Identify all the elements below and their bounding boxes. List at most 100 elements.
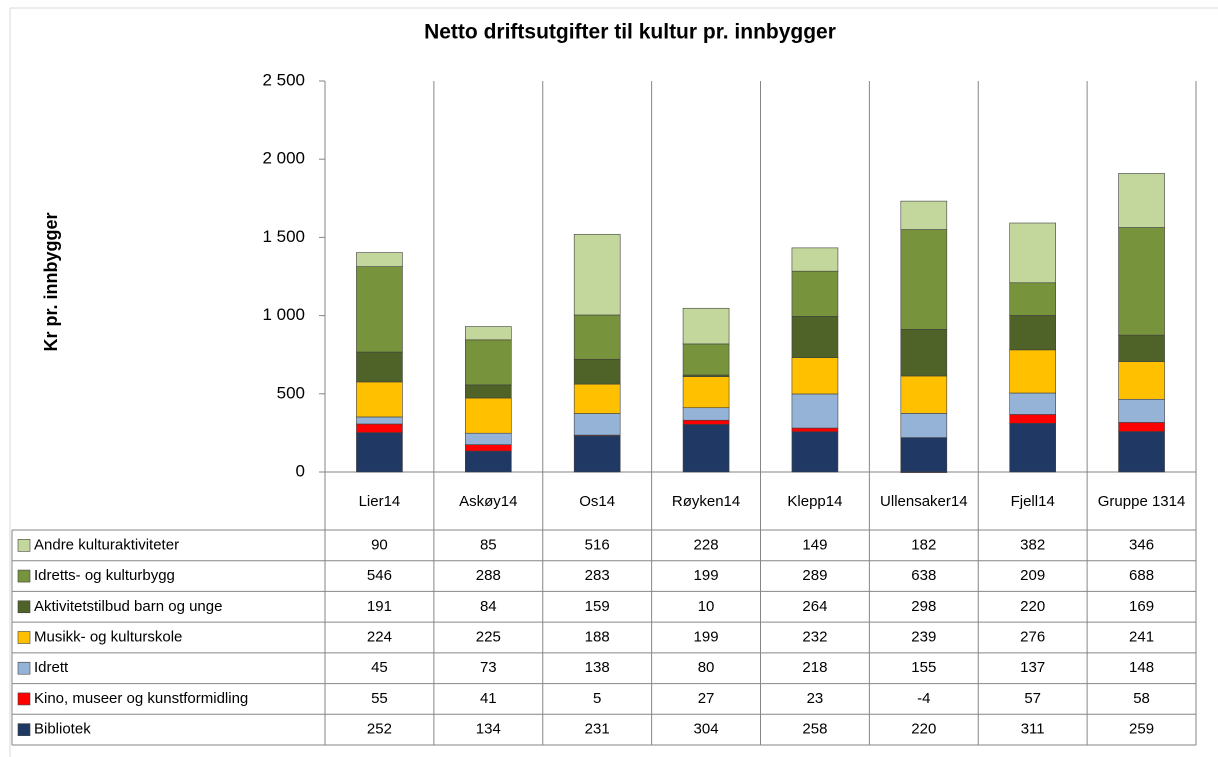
bar-segment: [1009, 282, 1056, 316]
table-value: 149: [802, 536, 827, 553]
table-value: 289: [802, 567, 827, 584]
table-value: 199: [694, 628, 719, 645]
bar-segment: [573, 358, 621, 385]
bar-segment: [465, 384, 512, 399]
table-value: 169: [1129, 598, 1154, 615]
bar-segment: [900, 329, 948, 377]
y-tick-label: 2 500: [262, 70, 305, 89]
table-value: 80: [698, 659, 715, 676]
y-tick-label: 500: [277, 383, 305, 402]
table-value: 27: [698, 690, 715, 707]
bar-segment: [573, 435, 621, 473]
bar-segment: [356, 416, 403, 425]
bar-segment: [900, 375, 948, 414]
table-value: 346: [1129, 536, 1154, 553]
bar-segment: [465, 397, 512, 434]
table-value: 85: [480, 536, 497, 553]
y-tick-label: 2 000: [262, 149, 305, 168]
bar-segment: [682, 424, 730, 473]
bar-segment: [465, 326, 512, 341]
bar-segment: [900, 413, 948, 438]
table-value: 155: [911, 659, 936, 676]
table-value: 220: [1020, 598, 1045, 615]
bar-segment: [1009, 414, 1056, 424]
bar-segment: [356, 381, 403, 418]
bar-segment: [682, 376, 730, 409]
table-value: 218: [802, 659, 827, 676]
legend-label: Aktivitetstilbud barn og unge: [34, 598, 222, 615]
table-value: 10: [698, 598, 715, 615]
table-value: 148: [1129, 659, 1154, 676]
bar-segment: [1118, 431, 1165, 473]
bar-segment: [1118, 398, 1165, 423]
bar-segment: [1009, 222, 1056, 284]
table-value: 90: [371, 536, 388, 553]
x-tick-label: Askøy14: [459, 493, 518, 510]
bar-segment: [356, 351, 403, 383]
table-value: 288: [476, 567, 501, 584]
table-value: 283: [585, 567, 610, 584]
table-value: 638: [911, 567, 936, 584]
bar-segment: [356, 252, 403, 267]
table-value: 73: [480, 659, 497, 676]
table-value: 516: [585, 536, 610, 553]
y-tick-label: 1 000: [262, 305, 305, 324]
bar-segment: [1009, 349, 1056, 394]
bar-segment: [465, 432, 512, 445]
bar-segment: [573, 413, 621, 436]
table-value: 58: [1133, 690, 1150, 707]
legend-label: Kino, museer og kunstformidling: [34, 690, 248, 707]
bar-segment: [791, 431, 839, 473]
x-tick-label: Røyken14: [671, 493, 741, 510]
bar-segment: [1009, 315, 1056, 351]
chart-title: Netto driftsutgifter til kultur pr. innb…: [424, 21, 836, 44]
bar-segment: [1118, 173, 1165, 228]
bar-segment: [1118, 361, 1165, 400]
table-value: 199: [694, 567, 719, 584]
legend-label: Musikk- og kulturskole: [34, 628, 182, 645]
table-value: 311: [1021, 721, 1045, 738]
bar-segment: [791, 357, 839, 395]
table-value: 228: [694, 536, 719, 553]
bar-segment: [682, 307, 730, 345]
bar-segment: [791, 393, 839, 429]
table-value: 298: [911, 598, 936, 615]
table-value: 182: [911, 536, 936, 553]
bar-segment: [900, 437, 948, 473]
legend-swatch: [17, 539, 31, 552]
table-value: 159: [585, 598, 610, 615]
x-tick-label: Lier14: [358, 493, 401, 510]
bar-segment: [356, 266, 403, 353]
legend-swatch: [17, 661, 31, 675]
table-value: 209: [1020, 567, 1045, 584]
bar-segment: [356, 432, 403, 473]
legend-swatch: [17, 723, 31, 736]
table-value: 220: [911, 721, 936, 738]
table-value: 276: [1020, 628, 1045, 645]
bar-segment: [465, 339, 512, 386]
table-value: 232: [802, 628, 827, 645]
bar-segment: [900, 471, 948, 473]
legend-label: Bibliotek: [34, 721, 91, 738]
legend-swatch: [17, 692, 31, 706]
bar-segment: [682, 419, 730, 425]
x-tick-label: Ullensaker14: [880, 493, 968, 510]
y-tick-label: 1 500: [262, 227, 305, 246]
legend-label: Andre kulturaktiviteter: [34, 536, 179, 553]
bar-segment: [573, 233, 621, 316]
table-value: 382: [1020, 536, 1045, 553]
table-value: 225: [476, 628, 501, 645]
x-tick-label: Os14: [579, 493, 616, 510]
table-value: 259: [1129, 721, 1154, 738]
table-value: 188: [585, 628, 610, 645]
legend-swatch: [17, 600, 31, 614]
table-value: 231: [585, 721, 610, 738]
table-value: 239: [911, 628, 936, 645]
table-value: 5: [593, 690, 601, 707]
table-value: 134: [476, 721, 501, 738]
bar-segment: [900, 200, 948, 230]
bar-segment: [900, 229, 948, 330]
y-tick-label: 0: [296, 461, 305, 480]
